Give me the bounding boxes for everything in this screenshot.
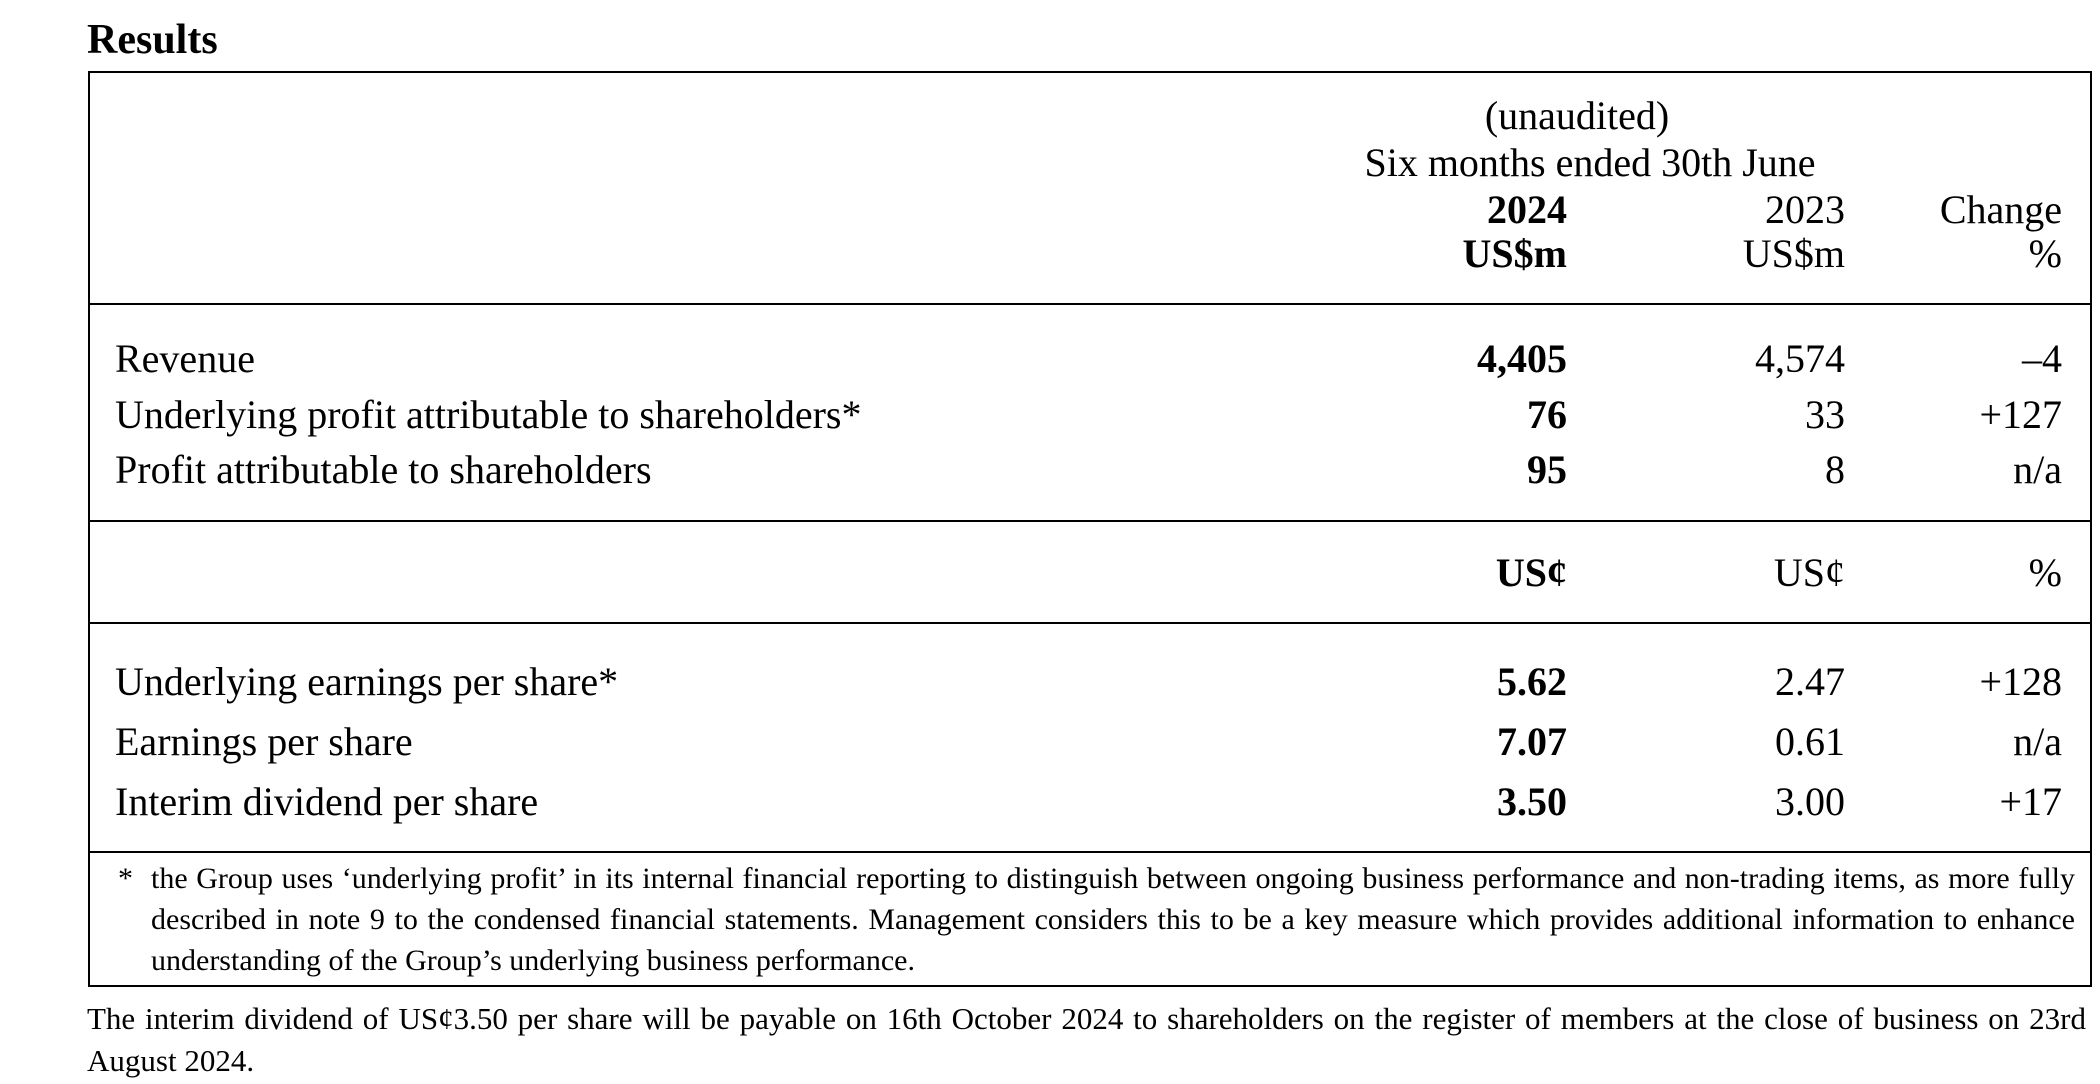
cell-value: 4,405 <box>1477 336 1567 381</box>
cell-value: 3.00 <box>1775 779 1845 824</box>
note: The interim dividend of US¢3.50 per shar… <box>87 1001 2086 1078</box>
cell-value: 0.61 <box>1775 719 1845 764</box>
cell-value: 4,574 <box>1755 336 1845 381</box>
cell-value: 5.62 <box>1497 659 1567 704</box>
cell-value: 8 <box>1825 447 1845 492</box>
unit-label: % <box>2028 550 2062 595</box>
header-period: Six months ended 30th June <box>1364 140 1816 185</box>
cell-value: +17 <box>1999 779 2062 824</box>
column-year: 2023 <box>1765 187 1845 232</box>
cell-value: n/a <box>2013 447 2062 492</box>
row-label: Interim dividend per share <box>115 779 539 824</box>
row-label: Earnings per share <box>115 719 413 764</box>
rule <box>88 851 2092 853</box>
rule <box>88 303 2092 305</box>
unit-label: US¢ <box>1495 550 1567 595</box>
cell-value: 7.07 <box>1497 719 1567 764</box>
cell-value: 3.50 <box>1497 779 1567 824</box>
cell-value: 33 <box>1805 392 1845 437</box>
footnote-marker: * <box>118 862 133 895</box>
cell-value: 95 <box>1527 447 1567 492</box>
row-label: Profit attributable to shareholders <box>115 447 652 492</box>
cell-value: 76 <box>1527 392 1567 437</box>
rule <box>88 520 2092 522</box>
cell-value: n/a <box>2013 719 2062 764</box>
row-label: Underlying earnings per share* <box>115 659 619 704</box>
unit-label: US¢ <box>1773 550 1845 595</box>
row-label: Underlying profit attributable to shareh… <box>115 392 862 437</box>
column-year: 2024 <box>1487 187 1567 232</box>
rule <box>88 622 2092 624</box>
column-year: Change <box>1939 187 2062 232</box>
column-unit: US$m <box>1462 231 1567 276</box>
cell-value: +128 <box>1979 659 2062 704</box>
column-unit: US$m <box>1742 231 1845 276</box>
footnote-text: the Group uses ‘underlying profit’ in it… <box>151 862 2075 977</box>
title: Results <box>87 17 218 63</box>
header-note: (unaudited) <box>1484 93 1670 138</box>
table-box <box>88 71 2092 987</box>
cell-value: +127 <box>1979 392 2062 437</box>
cell-value: –4 <box>2022 336 2062 381</box>
row-label: Revenue <box>115 336 255 381</box>
column-unit: % <box>2028 231 2062 276</box>
cell-value: 2.47 <box>1775 659 1845 704</box>
